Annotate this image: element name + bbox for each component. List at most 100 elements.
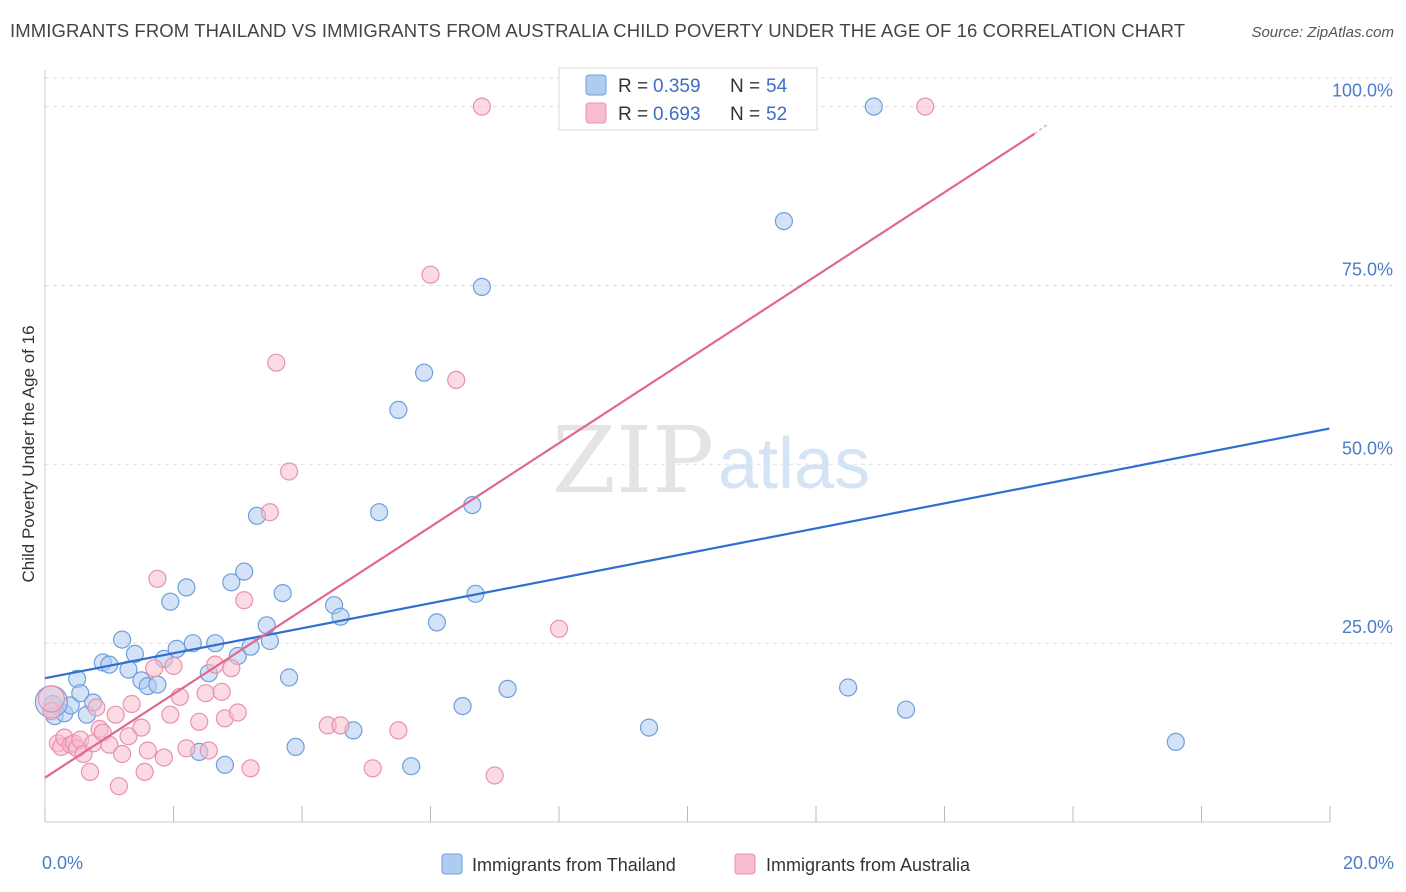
point-thailand-30	[257, 616, 276, 635]
trendlines	[44, 123, 1330, 779]
point-australia-37	[228, 703, 247, 722]
y-tick-label-50: 50.0%	[1342, 438, 1393, 458]
x-tick-label-max: 20.0%	[1343, 853, 1394, 873]
trendline-australia-extension	[1034, 123, 1048, 135]
legend-r-value-australia: 0.693	[653, 104, 701, 125]
point-australia-11	[87, 698, 106, 717]
point-thailand-32	[273, 583, 292, 603]
bottom-legend-swatch-australia	[734, 853, 756, 875]
point-australia-25	[154, 748, 173, 767]
point-australia-23	[145, 659, 164, 678]
y-axis-label: Child Poverty Under the Age of 16	[19, 325, 38, 582]
point-australia-9	[80, 762, 100, 782]
point-australia-49	[472, 97, 491, 116]
bottom-legend-swatch-thailand	[441, 853, 463, 875]
point-australia-51	[549, 619, 569, 638]
point-thailand-24	[215, 755, 234, 774]
point-thailand-39	[389, 400, 408, 419]
point-australia-16	[109, 777, 129, 796]
bottom-legend: Immigrants from Thailand Immigrants from…	[441, 853, 971, 875]
point-thailand-43	[453, 696, 472, 716]
point-australia-41	[267, 353, 286, 372]
point-australia-39	[241, 759, 260, 778]
point-australia-34	[212, 682, 231, 701]
point-thailand-10	[112, 630, 132, 649]
point-australia-20	[132, 718, 151, 737]
legend-r-label-thailand: R =	[618, 76, 653, 97]
point-australia-22	[138, 741, 157, 760]
point-thailand-20	[183, 634, 202, 653]
point-thailand-46	[472, 277, 491, 296]
bottom-legend-label-thailand: Immigrants from Thailand	[472, 855, 676, 875]
point-thailand-49	[774, 212, 794, 231]
trendline-thailand	[44, 427, 1330, 680]
point-australia-cluster	[37, 685, 66, 713]
point-thailand-48	[639, 718, 659, 737]
point-australia-0	[42, 701, 61, 721]
y-tick-label-75: 75.0%	[1342, 259, 1393, 279]
point-australia-42	[280, 462, 299, 481]
point-australia-44	[331, 716, 350, 735]
point-australia-36	[222, 659, 241, 678]
point-australia-17	[112, 744, 132, 764]
point-australia-27	[164, 656, 183, 676]
point-australia-24	[148, 569, 167, 588]
point-thailand-25	[222, 573, 241, 592]
legend-r-value-thailand: 0.359	[653, 76, 701, 97]
point-thailand-27	[235, 562, 254, 581]
point-thailand-42	[427, 613, 446, 632]
y-tick-label-25: 25.0%	[1342, 617, 1393, 637]
point-thailand-47	[498, 679, 517, 699]
point-thailand-15	[148, 675, 167, 694]
point-australia-46	[389, 721, 408, 740]
legend-n-value-thailand: 54	[766, 76, 788, 97]
legend-swatch-thailand	[585, 74, 607, 96]
point-australia-47	[421, 265, 440, 284]
point-australia-30	[190, 712, 209, 731]
point-thailand-52	[896, 700, 916, 719]
point-australia-38	[235, 591, 254, 610]
point-australia-52	[916, 97, 935, 116]
point-thailand-12	[125, 644, 144, 664]
trendline-australia	[44, 132, 1036, 779]
point-australia-48	[447, 370, 466, 389]
series-australia-points	[37, 97, 935, 796]
point-australia-21	[135, 762, 154, 782]
y-tick-label-100: 100.0%	[1332, 81, 1393, 101]
point-australia-29	[177, 739, 196, 758]
watermark-zip: ZIP	[552, 407, 714, 514]
point-thailand-53	[1166, 732, 1185, 752]
chart-title: IMMIGRANTS FROM THAILAND VS IMMIGRANTS F…	[10, 20, 1186, 41]
point-thailand-41	[415, 363, 434, 382]
gridlines	[45, 77, 1395, 644]
legend-swatch-australia	[585, 102, 607, 124]
point-thailand-5	[71, 684, 90, 703]
bottom-legend-label-australia: Immigrants from Australia	[766, 855, 971, 875]
point-thailand-19	[177, 578, 196, 597]
point-australia-18	[119, 727, 138, 746]
point-australia-32	[199, 741, 218, 760]
point-australia-26	[161, 705, 180, 724]
watermark-atlas: atlas	[718, 424, 870, 504]
point-australia-50	[485, 766, 504, 785]
legend-r-label-australia: R =	[618, 104, 653, 125]
x-axis-ticks	[44, 806, 1331, 822]
point-thailand-40	[402, 757, 421, 776]
x-tick-label-min: 0.0%	[42, 853, 83, 873]
top-legend: R = 0.359 N = 54 R = 0.693 N = 52	[558, 67, 818, 131]
point-thailand-50	[838, 678, 858, 697]
point-thailand-51	[864, 97, 883, 116]
point-australia-40	[260, 503, 279, 522]
legend-n-value-australia: 52	[766, 104, 787, 125]
point-thailand-38	[370, 503, 389, 522]
legend-n-label-thailand: N =	[730, 76, 765, 97]
y-axis-tick-labels: 25.0% 50.0% 75.0% 100.0%	[1332, 81, 1393, 638]
point-australia-19	[122, 694, 141, 714]
point-australia-31	[196, 684, 215, 703]
point-thailand-33	[280, 668, 299, 687]
point-thailand-17	[161, 592, 180, 611]
legend-n-label-australia: N =	[730, 104, 765, 125]
point-thailand-34	[286, 737, 305, 757]
point-australia-45	[363, 759, 382, 778]
